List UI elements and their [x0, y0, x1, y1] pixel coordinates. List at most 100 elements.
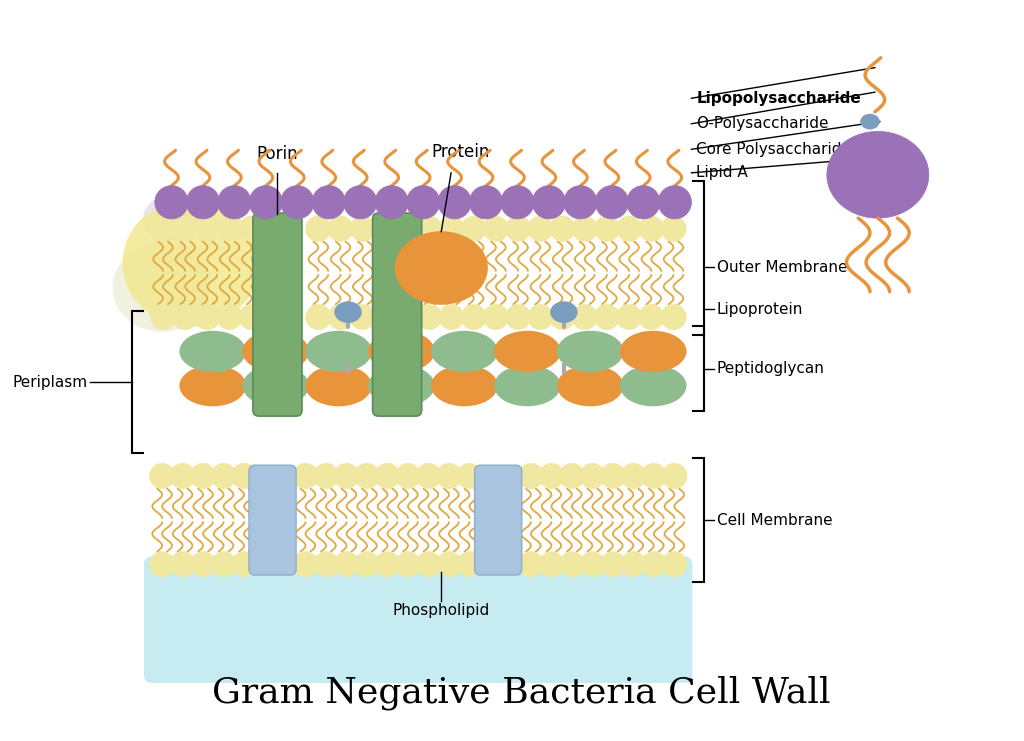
- Circle shape: [527, 305, 553, 330]
- Circle shape: [616, 216, 642, 242]
- Circle shape: [594, 216, 620, 242]
- Circle shape: [293, 551, 318, 577]
- Circle shape: [150, 551, 175, 577]
- Ellipse shape: [394, 231, 487, 305]
- Circle shape: [186, 185, 219, 219]
- Circle shape: [438, 305, 464, 330]
- Ellipse shape: [431, 365, 498, 406]
- Text: Lipoprotein: Lipoprotein: [717, 302, 803, 316]
- Circle shape: [328, 216, 353, 242]
- Circle shape: [211, 551, 237, 577]
- Circle shape: [218, 185, 251, 219]
- Ellipse shape: [550, 302, 578, 323]
- Circle shape: [518, 551, 544, 577]
- Circle shape: [539, 551, 564, 577]
- Ellipse shape: [368, 330, 435, 372]
- Ellipse shape: [335, 302, 361, 323]
- Ellipse shape: [123, 199, 260, 327]
- Circle shape: [621, 463, 646, 489]
- Circle shape: [457, 463, 482, 489]
- Ellipse shape: [860, 114, 880, 130]
- Circle shape: [328, 305, 353, 330]
- Circle shape: [334, 551, 359, 577]
- Circle shape: [312, 185, 345, 219]
- Circle shape: [313, 463, 339, 489]
- Circle shape: [350, 305, 376, 330]
- Circle shape: [350, 216, 376, 242]
- Text: Porin: Porin: [257, 145, 298, 163]
- Circle shape: [375, 551, 400, 577]
- Circle shape: [395, 463, 421, 489]
- Ellipse shape: [557, 330, 624, 372]
- Circle shape: [539, 463, 564, 489]
- Circle shape: [143, 197, 186, 241]
- Text: Lipid A: Lipid A: [696, 165, 749, 180]
- Circle shape: [616, 305, 642, 330]
- FancyBboxPatch shape: [475, 465, 521, 575]
- Ellipse shape: [494, 365, 561, 406]
- Circle shape: [658, 185, 691, 219]
- Circle shape: [627, 185, 660, 219]
- Circle shape: [231, 463, 257, 489]
- Circle shape: [641, 463, 667, 489]
- Circle shape: [395, 551, 421, 577]
- Circle shape: [170, 463, 196, 489]
- FancyBboxPatch shape: [373, 213, 422, 416]
- Circle shape: [239, 305, 264, 330]
- Ellipse shape: [368, 365, 435, 406]
- Circle shape: [501, 185, 535, 219]
- Circle shape: [293, 463, 318, 489]
- Ellipse shape: [494, 330, 561, 372]
- FancyBboxPatch shape: [144, 556, 692, 683]
- Circle shape: [155, 185, 188, 219]
- Text: Gram Negative Bacteria Cell Wall: Gram Negative Bacteria Cell Wall: [212, 676, 831, 710]
- Circle shape: [594, 305, 620, 330]
- Circle shape: [662, 463, 687, 489]
- Text: Core Polysaccharide: Core Polysaccharide: [696, 142, 851, 157]
- Circle shape: [354, 551, 380, 577]
- Circle shape: [334, 463, 359, 489]
- Circle shape: [249, 185, 283, 219]
- FancyBboxPatch shape: [249, 465, 296, 575]
- Circle shape: [559, 463, 585, 489]
- Circle shape: [375, 463, 400, 489]
- Ellipse shape: [243, 330, 309, 372]
- Text: Cell Membrane: Cell Membrane: [717, 513, 833, 528]
- Circle shape: [639, 305, 664, 330]
- Circle shape: [436, 551, 462, 577]
- Ellipse shape: [557, 365, 624, 406]
- Circle shape: [572, 305, 597, 330]
- Circle shape: [639, 216, 664, 242]
- Circle shape: [190, 463, 216, 489]
- Circle shape: [354, 463, 380, 489]
- Circle shape: [239, 216, 264, 242]
- Circle shape: [483, 216, 509, 242]
- Circle shape: [151, 305, 176, 330]
- Circle shape: [506, 216, 530, 242]
- Circle shape: [281, 185, 314, 219]
- Ellipse shape: [620, 330, 686, 372]
- Circle shape: [506, 305, 530, 330]
- Circle shape: [621, 551, 646, 577]
- Circle shape: [457, 551, 482, 577]
- Text: Periplasm: Periplasm: [12, 375, 87, 390]
- Circle shape: [172, 216, 198, 242]
- Circle shape: [416, 463, 441, 489]
- Circle shape: [407, 185, 439, 219]
- Text: O-Polysaccharide: O-Polysaccharide: [696, 116, 828, 131]
- Ellipse shape: [179, 365, 246, 406]
- Circle shape: [559, 551, 585, 577]
- Circle shape: [343, 185, 377, 219]
- Circle shape: [469, 185, 503, 219]
- Ellipse shape: [305, 365, 372, 406]
- Circle shape: [313, 551, 339, 577]
- Circle shape: [662, 551, 687, 577]
- Circle shape: [550, 305, 575, 330]
- FancyBboxPatch shape: [253, 213, 302, 416]
- Ellipse shape: [113, 244, 211, 332]
- Circle shape: [416, 551, 441, 577]
- Circle shape: [641, 551, 667, 577]
- Circle shape: [190, 551, 216, 577]
- Circle shape: [150, 463, 175, 489]
- Circle shape: [595, 185, 629, 219]
